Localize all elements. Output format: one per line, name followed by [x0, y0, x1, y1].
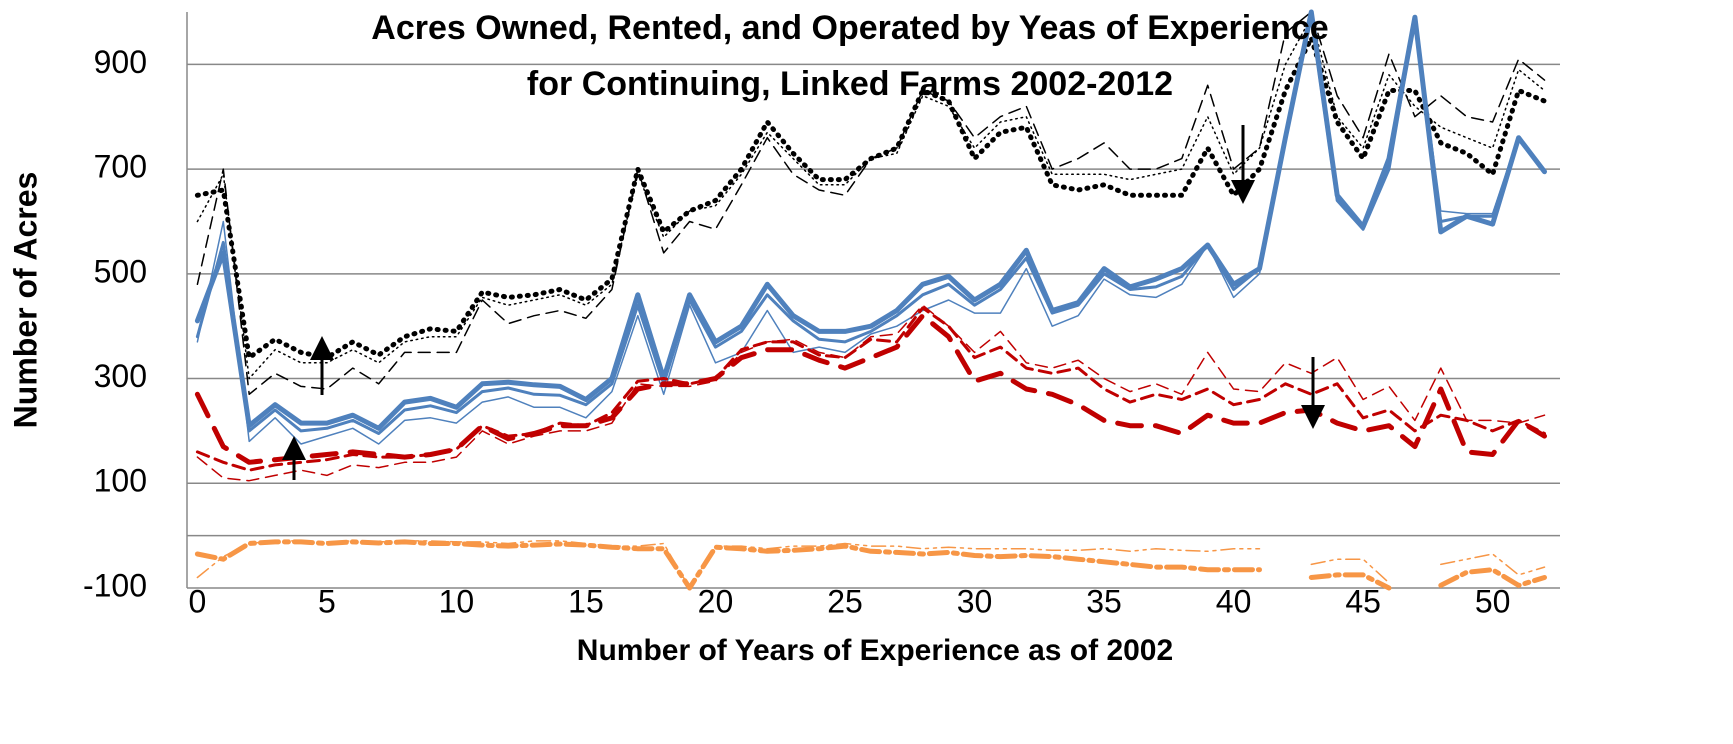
x-tick-label: 10	[439, 583, 475, 619]
series-line	[196, 540, 1546, 589]
x-tick-label: 5	[318, 583, 336, 619]
y-tick-label: -100	[83, 567, 147, 603]
y-axis-label: Number of Acres	[7, 172, 43, 429]
x-tick-label: 30	[957, 583, 993, 619]
y-tick-label: 500	[94, 253, 147, 289]
x-tick-label: 15	[568, 583, 604, 619]
y-tick-label: 100	[94, 463, 147, 499]
x-tick-label: 50	[1475, 583, 1511, 619]
series-line	[196, 304, 1546, 482]
x-axis-label: Number of Years of Experience as of 2002	[577, 634, 1173, 667]
chart-title: Acres Owned, Rented, and Operated by Yea…	[371, 9, 1328, 47]
series-line	[195, 306, 1546, 472]
y-tick-label: 900	[94, 44, 147, 80]
x-tick-label: 45	[1345, 583, 1381, 619]
x-tick-label: 0	[188, 583, 206, 619]
x-tick-label: 25	[827, 583, 863, 619]
series-line	[196, 16, 1546, 445]
chart-title: for Continuing, Linked Farms 2002-2012	[527, 65, 1173, 103]
annotation-arrows	[282, 125, 1325, 480]
series-line	[194, 539, 1547, 591]
y-tick-label: 300	[94, 358, 147, 394]
y-tick-label: 700	[94, 149, 147, 185]
series-line	[196, 11, 1546, 396]
x-tick-label: 35	[1086, 583, 1122, 619]
x-tick-label: 40	[1216, 583, 1252, 619]
x-tick-label: 20	[698, 583, 734, 619]
